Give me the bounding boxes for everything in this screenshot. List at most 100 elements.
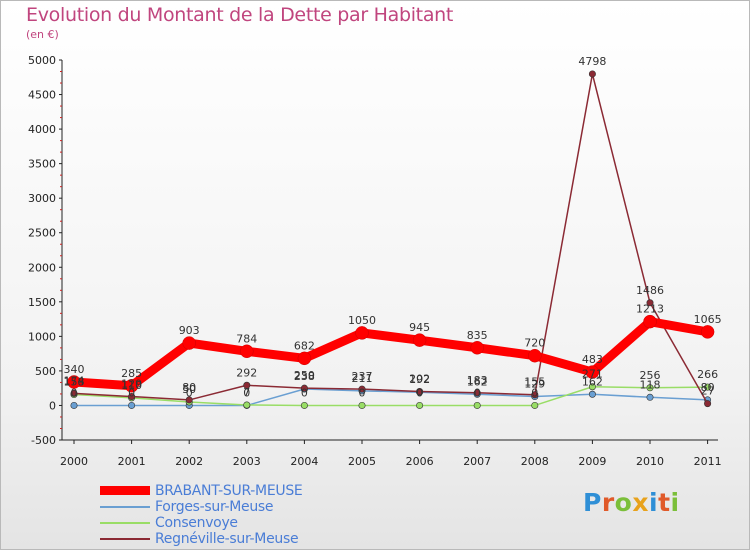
data-label: 682 (294, 339, 315, 352)
data-point (128, 401, 136, 409)
data-point (182, 336, 196, 350)
x-tick-label: 2004 (290, 455, 318, 468)
data-label: 162 (467, 375, 488, 388)
legend-swatch (100, 538, 150, 540)
x-tick-label: 2007 (463, 455, 491, 468)
data-point (358, 401, 366, 409)
logo-letter: P (583, 488, 602, 517)
data-label: 256 (640, 369, 661, 382)
data-point (67, 375, 81, 389)
x-tick-label: 2003 (233, 455, 261, 468)
data-label: 211 (352, 372, 373, 385)
data-point (585, 365, 600, 379)
data-label: 4798 (578, 55, 606, 68)
data-label: 1065 (694, 313, 722, 326)
y-tick-label: 0 (49, 399, 56, 412)
data-point (185, 396, 193, 404)
data-label: 0 (71, 386, 78, 399)
data-label: 183 (467, 374, 488, 387)
data-label: 118 (640, 378, 661, 391)
data-label: 129 (524, 378, 545, 391)
logo-letter: x (632, 488, 649, 517)
data-point (470, 341, 484, 355)
chart-title: Evolution du Montant de la Dette par Hab… (26, 4, 454, 26)
series-line (73, 388, 709, 407)
data-point (70, 401, 78, 409)
logo-letter: r (601, 488, 615, 517)
data-label: 292 (236, 366, 257, 379)
data-point (240, 344, 254, 359)
legend-label: BRABANT-SUR-MEUSE (155, 483, 303, 499)
data-label: 945 (409, 321, 430, 334)
data-label-layer: 340 285 903 784 682 1050 945 835 720 483 1213 1065 0… (64, 55, 722, 399)
proxiti-logo: Proxiti (583, 488, 680, 517)
data-label: 162 (582, 375, 603, 388)
data-label: 835 (467, 329, 488, 342)
data-point (473, 401, 481, 409)
y-tick-label: 5000 (28, 54, 56, 67)
data-point (124, 379, 139, 393)
data-label: 238 (294, 370, 315, 383)
y-tick-label: 3000 (28, 192, 56, 205)
logo-letter: i (649, 488, 659, 517)
data-label: 7 (243, 386, 250, 399)
x-tick-label: 2010 (636, 455, 664, 468)
data-point (416, 387, 424, 395)
data-label: 0 (301, 386, 308, 399)
data-point (300, 384, 308, 392)
data-point (704, 400, 712, 408)
y-tick-label: 1000 (28, 330, 56, 343)
data-label: 271 (582, 368, 603, 381)
data-label: 174 (64, 374, 85, 387)
data-label: 250 (294, 369, 315, 382)
legend-label: Consenvoye (155, 515, 238, 531)
data-label: 0 (531, 386, 538, 399)
data-label: 0 (186, 386, 193, 399)
data-point (355, 326, 369, 340)
y-tick-label: 2000 (28, 261, 56, 274)
legend-label: Forges-sur-Meuse (155, 499, 274, 515)
data-label: 27 (701, 385, 715, 398)
legend-swatch (100, 506, 150, 508)
data-label: 266 (697, 368, 718, 381)
data-label: 1213 (636, 303, 664, 316)
y-tick-label: 2500 (28, 227, 56, 240)
x-tick-label: 2001 (118, 455, 146, 468)
data-point (531, 401, 539, 409)
series-line (73, 385, 709, 407)
series-line (69, 317, 713, 391)
data-point (70, 389, 78, 397)
x-tick-label: 2005 (348, 455, 376, 468)
data-label: 237 (352, 370, 373, 383)
data-label: 80 (182, 381, 196, 394)
data-label: 202 (409, 372, 430, 385)
y-tick-label: 1500 (28, 296, 56, 309)
data-label: 0 (474, 386, 481, 399)
data-point (646, 384, 654, 392)
logo-letter: o (614, 488, 633, 517)
data-label: 1050 (348, 314, 376, 327)
data-point (416, 401, 424, 409)
data-point (643, 314, 657, 329)
x-tick-label: 2011 (694, 455, 722, 468)
data-label: 80 (701, 381, 715, 394)
y-tick-label: -500 (31, 434, 56, 447)
data-point (646, 393, 654, 401)
y-tick-label: 3500 (28, 158, 56, 171)
legend-swatch (100, 522, 150, 524)
y-tick-label: 500 (35, 365, 56, 378)
data-label: 784 (236, 332, 257, 345)
x-tick-label: 2008 (521, 455, 549, 468)
logo-letter: t (658, 488, 671, 517)
data-point (300, 401, 308, 409)
data-label: 129 (121, 378, 142, 391)
data-label: 1486 (636, 284, 664, 297)
data-point (588, 70, 596, 78)
data-point (588, 383, 596, 391)
data-point (528, 348, 542, 363)
data-label: 155 (524, 376, 545, 389)
data-label: 0 (359, 386, 366, 399)
logo-letter: i (670, 488, 680, 517)
